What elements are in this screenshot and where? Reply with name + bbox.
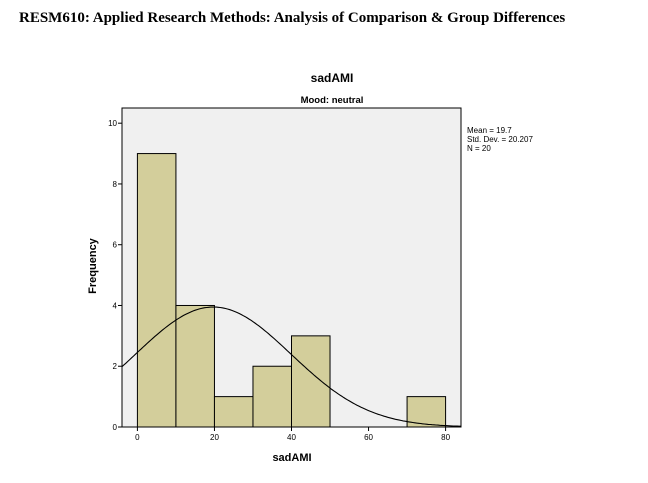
y-tick-label: 6 (113, 241, 118, 250)
histogram-bar-20-30 (213, 396, 254, 428)
y-tick-label: 8 (113, 180, 118, 189)
x-tick-label: 20 (210, 433, 219, 442)
histogram-bar-10-20 (175, 304, 215, 428)
x-tick-label: 40 (287, 433, 296, 442)
normal-curve (121, 306, 461, 427)
bars-layer (136, 153, 447, 428)
stats-legend: Mean = 19.7 Std. Dev. = 20.207 N = 20 (467, 126, 533, 153)
y-tick-label: 2 (113, 362, 118, 371)
histogram-bar-70-80 (406, 396, 447, 428)
stats-n: N = 20 (467, 144, 491, 153)
axes-layer: 0 2 4 6 8 10 0 20 40 60 80 (108, 119, 450, 442)
y-tick-label: 10 (108, 119, 117, 128)
x-tick-label: 60 (364, 433, 373, 442)
x-axis-label: sadAMI (272, 452, 311, 464)
stats-mean: Mean = 19.7 (467, 126, 512, 135)
page-heading: RESM610: Applied Research Methods: Analy… (19, 10, 566, 26)
y-tick-label: 0 (113, 423, 118, 432)
x-tick-label: 80 (441, 433, 450, 442)
stats-std-dev: Std. Dev. = 20.207 (467, 135, 533, 144)
histogram-bar-40-50 (291, 335, 331, 428)
y-tick-label: 4 (113, 301, 118, 310)
chart-subtitle: Mood: neutral (301, 95, 364, 106)
y-axis-label: Frequency (87, 237, 99, 294)
histogram-bar-0-10 (136, 153, 177, 428)
x-tick-label: 0 (135, 433, 140, 442)
chart-title: sadAMI (311, 71, 354, 85)
histogram-bar-30-40 (252, 365, 293, 428)
